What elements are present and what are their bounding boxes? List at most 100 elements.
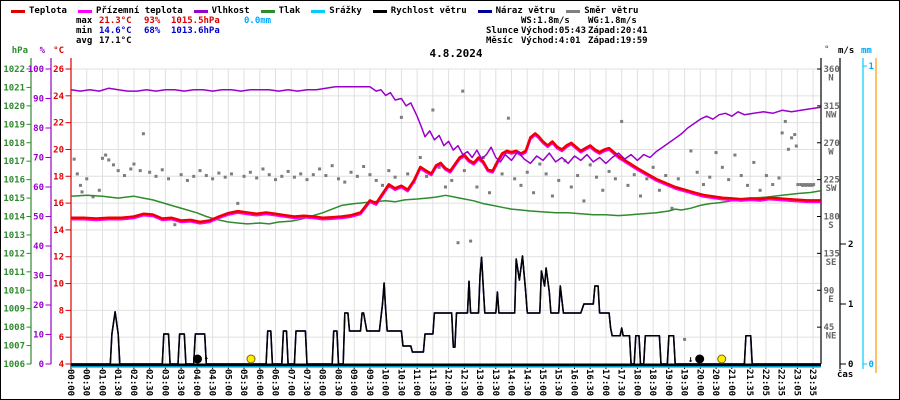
sunrise-marker <box>246 354 256 364</box>
wind-direction-dot <box>783 119 787 123</box>
axis-tick-label: 1020 <box>3 102 25 112</box>
wind-direction-dot <box>777 176 781 180</box>
time-tick-label: 00:00 <box>65 369 75 396</box>
direction-unit-label: ° <box>824 45 829 55</box>
wind-direction-dot <box>607 169 611 173</box>
time-tick-label: 12:30 <box>458 369 468 396</box>
wind-direction-dot <box>311 173 315 177</box>
wind-direction-dot <box>324 174 328 178</box>
wind-direction-dot <box>796 183 800 187</box>
wind-direction-dot <box>217 171 221 175</box>
stat-max-humidity: 93% <box>144 16 161 26</box>
rain-unit-label: mm <box>861 46 872 56</box>
wind-direction-dot <box>752 160 756 164</box>
axis-tick-label: 0 <box>848 360 853 370</box>
wind-direction-dot <box>461 89 465 93</box>
wind-direction-dot <box>810 183 814 187</box>
axis-tick-label: SE <box>826 258 837 268</box>
time-tick-label: 13:30 <box>490 369 500 396</box>
time-tick-label: 14:30 <box>521 369 531 396</box>
legend-label: Náraz větru <box>495 6 556 16</box>
wind-direction-dot <box>368 173 372 177</box>
wind-direction-dot <box>286 169 290 173</box>
axis-tick-label: 1012 <box>3 249 25 259</box>
time-tick-label: 13:00 <box>474 369 484 396</box>
legend-swatch-icon <box>193 9 208 13</box>
wind-direction-dot <box>267 173 271 177</box>
axis-tick-label: 225 <box>824 176 840 186</box>
wind-direction-dot <box>192 174 196 178</box>
moon-row: Měsíc Východ:4:01 Západ:19:59 <box>486 36 648 46</box>
time-tick-label: 01:30 <box>112 369 122 396</box>
legend-label: Tlak <box>278 6 301 16</box>
sun-row: Slunce Východ:05:43 Západ:20:41 <box>486 26 648 36</box>
axis-tick-label: 30 <box>33 272 44 282</box>
time-tick-label: 17:00 <box>600 369 610 396</box>
stat-max-pressure: 1015.5hPa <box>171 16 220 26</box>
time-tick-label: 11:30 <box>427 369 437 396</box>
wind-direction-dot <box>111 163 115 167</box>
wind-speed-line <box>71 255 821 365</box>
wind-direction-dot <box>475 185 479 189</box>
wind-direction-dot <box>97 188 101 192</box>
wind-direction-dot <box>107 158 111 162</box>
stats-block: max 21.3°C 93% 1015.5hPa 0.0mm min 14.6°C 68% 1… <box>76 16 271 46</box>
axis-tick-label: 60 <box>33 183 44 193</box>
axis-tick-label: 100 <box>28 65 44 75</box>
axis-tick-label: 270 <box>824 139 840 149</box>
axis-tick-label: NE <box>826 332 837 342</box>
wind-direction-dot <box>456 241 460 245</box>
wind-direction-dot <box>513 177 517 181</box>
wind-direction-dot <box>80 190 84 194</box>
wind-direction-dot <box>664 174 668 178</box>
wind-direction-dot <box>550 194 554 198</box>
wind-direction-dot <box>85 177 89 181</box>
time-tick-label: 04:30 <box>207 369 217 396</box>
wind-direction-dot <box>167 177 171 181</box>
axis-tick-label: 1018 <box>3 139 25 149</box>
axis-tick-label: 45 <box>824 323 835 333</box>
chart-legend: Teplota Přízemní teplota Vlhkost Tlak Srážky… <box>11 5 638 17</box>
legend-item: Náraz větru <box>477 6 556 16</box>
legend-swatch-icon <box>311 9 326 13</box>
legend-item: Rychlost větru <box>372 6 467 16</box>
axis-tick-label: 1007 <box>3 342 25 352</box>
time-tick-label: 23:35 <box>807 369 817 396</box>
wind-direction-dot <box>651 165 655 169</box>
stat-min-temp: 14.6°C <box>99 26 132 36</box>
axis-tick-label: 26 <box>53 65 64 75</box>
wind-direction-dot <box>431 108 435 112</box>
wind-direction-dot <box>790 136 794 140</box>
axis-tick-label: 0 <box>39 360 44 370</box>
wind-direction-dot <box>406 172 410 176</box>
time-tick-label: 16:00 <box>568 369 578 396</box>
wind-direction-dot <box>582 199 586 203</box>
wind-direction-dot <box>601 188 605 192</box>
legend-item: Srážky <box>311 6 362 16</box>
wind-direction-dot <box>786 147 790 151</box>
time-tick-label: 22:05 <box>760 369 770 396</box>
wind-direction-dot <box>242 174 246 178</box>
wind-direction-dot <box>229 172 233 176</box>
wind-direction-dot <box>462 169 466 173</box>
time-tick-label: 03:00 <box>159 369 169 396</box>
legend-item: Tlak <box>260 6 301 16</box>
wind-direction-dot <box>639 194 643 198</box>
axis-tick-label: 180 <box>824 213 840 223</box>
time-tick-label: 09:30 <box>364 369 374 396</box>
wind-direction-dot <box>132 162 136 166</box>
time-tick-label: 12:00 <box>443 369 453 396</box>
stats-row-min: min 14.6°C 68% 1013.6hPa <box>76 26 271 36</box>
time-tick-label: 18:00 <box>631 369 641 396</box>
wind-summary-row: WS:1.8m/s WG:1.8m/s <box>486 16 648 26</box>
legend-item: Přízemní teplota <box>77 6 183 16</box>
legend-label: Směr větru <box>584 6 639 16</box>
time-tick-label: 03:30 <box>175 369 185 396</box>
wind-direction-dot <box>318 167 322 171</box>
axis-tick-label: 1014 <box>3 213 25 223</box>
wind-direction-dot <box>576 174 580 178</box>
wind-direction-dot <box>739 174 743 178</box>
wind-direction-dot <box>657 188 661 192</box>
wind-direction-dot <box>362 165 366 169</box>
